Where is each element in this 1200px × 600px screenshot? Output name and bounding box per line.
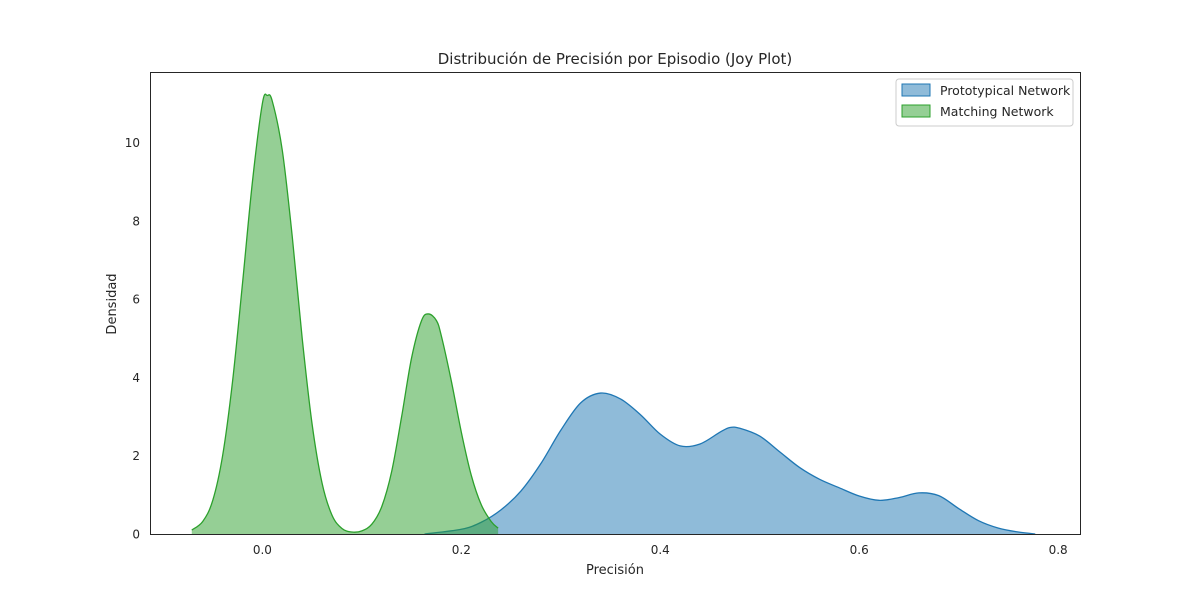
legend-label-matching: Matching Network bbox=[940, 104, 1054, 119]
y-tick-label: 4 bbox=[132, 371, 140, 385]
y-tick-label: 6 bbox=[132, 293, 140, 307]
x-tick-label: 0.6 bbox=[850, 543, 869, 557]
density-line-1 bbox=[191, 93, 499, 533]
legend: Prototypical Network Matching Network bbox=[895, 78, 1074, 127]
legend-swatch-matching bbox=[901, 104, 931, 118]
legend-box bbox=[895, 78, 1074, 127]
x-axis-ticks: 0.0 0.2 0.4 0.6 0.8 bbox=[253, 543, 1068, 557]
x-tick-label: 0.2 bbox=[452, 543, 471, 557]
plot-frame bbox=[150, 72, 1081, 535]
y-axis-label: Densidad bbox=[105, 273, 120, 334]
legend-swatch-prototypical bbox=[901, 83, 931, 97]
y-axis-ticks: 0 2 4 6 8 10 bbox=[125, 136, 140, 542]
y-tick-label: 10 bbox=[125, 136, 140, 150]
x-tick-label: 0.8 bbox=[1049, 543, 1068, 557]
density-area-1 bbox=[191, 94, 499, 534]
y-tick-label: 8 bbox=[132, 214, 140, 228]
y-tick-label: 2 bbox=[132, 449, 140, 463]
x-tick-label: 0.0 bbox=[253, 543, 272, 557]
y-tick-label: 0 bbox=[132, 528, 140, 542]
legend-label-prototypical: Prototypical Network bbox=[940, 83, 1071, 98]
x-axis-label: Precisión bbox=[586, 563, 644, 578]
density-line-0 bbox=[424, 392, 1036, 535]
series-areas bbox=[191, 93, 1036, 535]
density-area-0 bbox=[424, 392, 1036, 534]
x-tick-label: 0.4 bbox=[651, 543, 670, 557]
chart-title: Distribución de Precisión por Episodio (… bbox=[438, 50, 793, 68]
